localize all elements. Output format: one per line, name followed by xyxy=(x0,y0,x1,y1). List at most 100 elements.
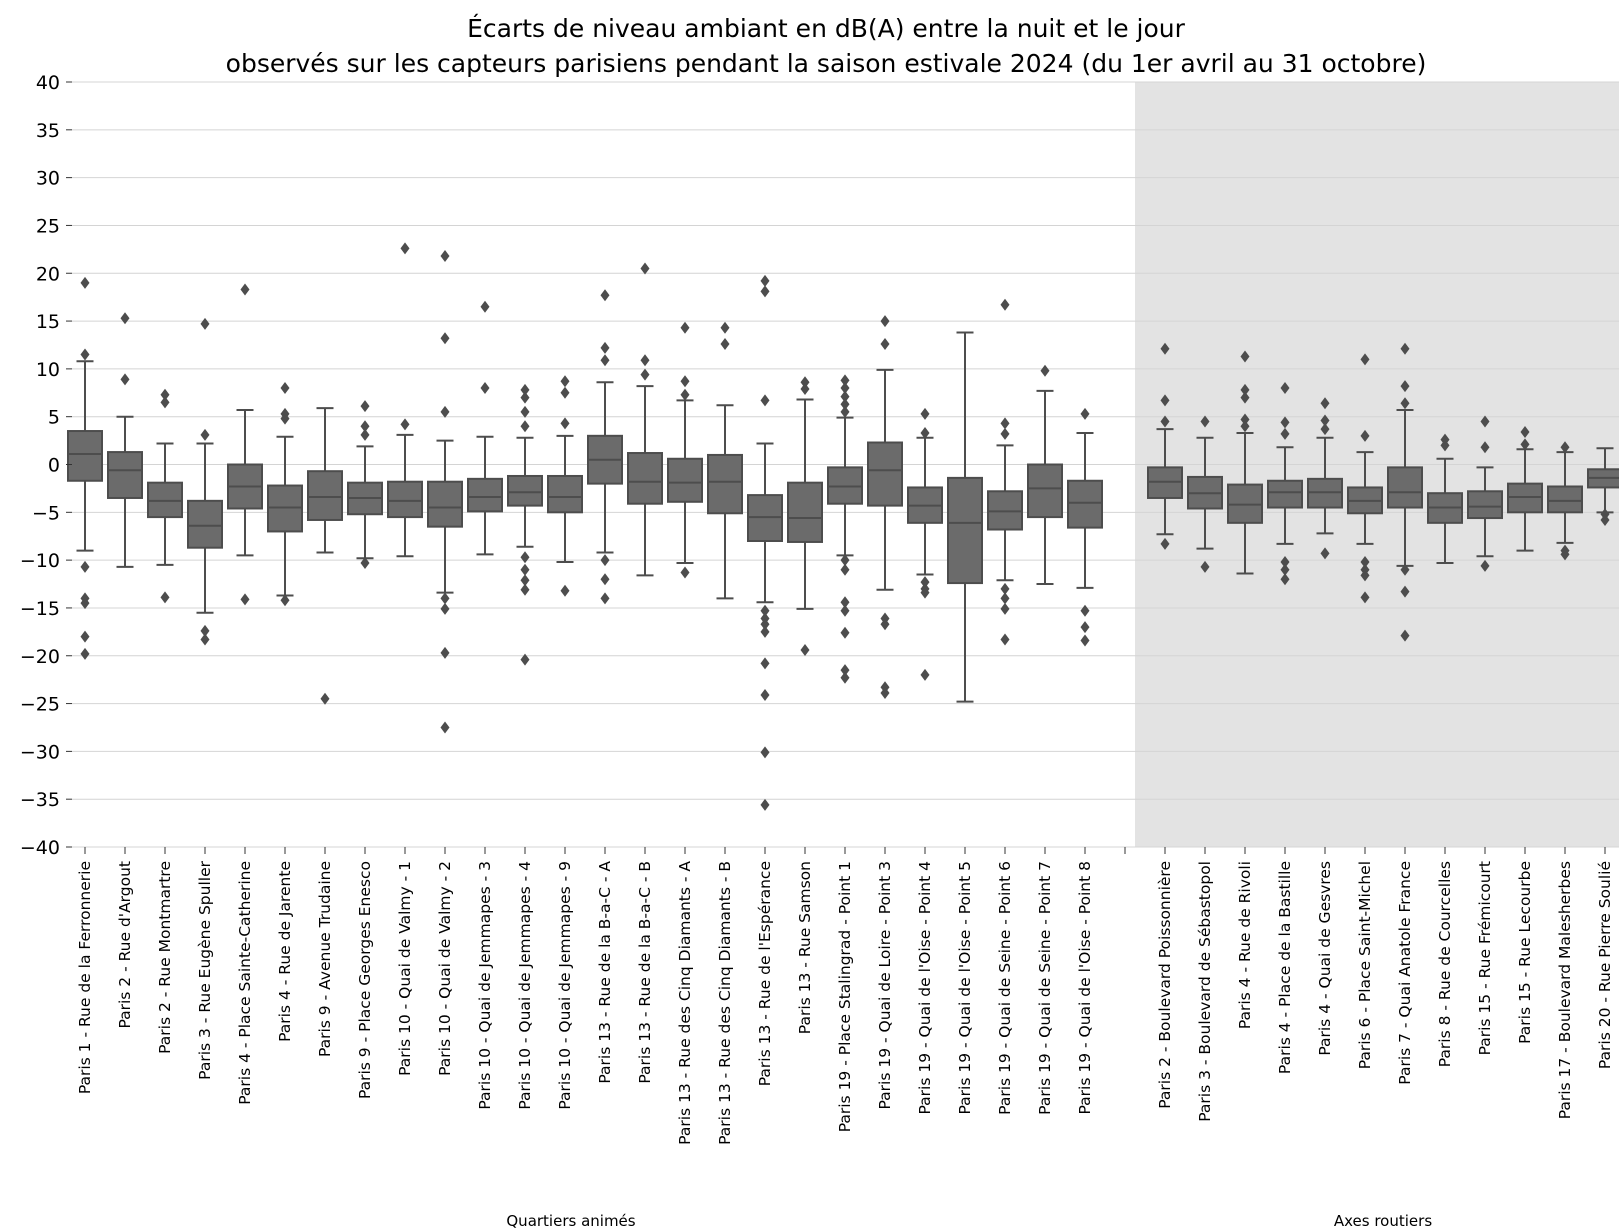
box-paris-15-rue-fremicourt xyxy=(1467,415,1503,572)
outlier-point xyxy=(360,556,370,569)
outlier-point xyxy=(1400,342,1410,355)
outlier-point xyxy=(1560,441,1570,454)
outlier-point xyxy=(120,373,130,386)
outlier-point xyxy=(1160,394,1170,407)
box-iqr xyxy=(427,480,463,528)
y-tick-label: 0 xyxy=(48,455,60,477)
outlier-point xyxy=(440,646,450,659)
outlier-point xyxy=(880,338,890,351)
box-paris-10-quai-de-jemmapes-9 xyxy=(547,375,583,597)
outlier-point xyxy=(280,382,290,394)
box-iqr xyxy=(867,441,903,507)
box-paris-13-rue-de-la-b-a-c-a xyxy=(587,289,623,605)
outlier-point xyxy=(80,647,90,660)
outlier-point xyxy=(920,668,930,681)
outlier-point xyxy=(80,560,90,573)
outlier-point xyxy=(640,262,650,275)
outlier-point xyxy=(680,388,690,401)
box-paris-17-boulevard-malesherbes xyxy=(1547,441,1583,561)
box-paris-13-rue-de-la-b-a-c-b xyxy=(627,262,663,577)
x-tick-label: Paris 10 - Quai de Valmy - 1 xyxy=(396,861,414,1076)
outlier-point xyxy=(840,604,850,617)
outlier-point xyxy=(840,374,850,387)
outlier-point xyxy=(840,382,850,394)
outlier-point xyxy=(840,626,850,639)
x-tick-label: Paris 9 - Avenue Trudaine xyxy=(316,861,334,1057)
box-paris-10-quai-de-valmy-1 xyxy=(387,242,423,558)
box-iqr xyxy=(947,476,983,585)
outlier-point xyxy=(760,657,770,670)
box-iqr xyxy=(547,474,583,514)
y-tick-label: 40 xyxy=(36,72,60,94)
box-iqr xyxy=(1067,479,1103,529)
box-paris-13-rue-des-cinq-diamants-a xyxy=(667,321,703,579)
outlier-point xyxy=(1280,416,1290,429)
outlier-point xyxy=(1440,439,1450,452)
outlier-point xyxy=(840,398,850,411)
outlier-point xyxy=(80,597,90,610)
outlier-point xyxy=(1320,414,1330,427)
box-paris-3-rue-eugene-spuller xyxy=(187,317,223,646)
box-paris-20-rue-pierre-soulie xyxy=(1587,447,1619,526)
x-tick-label: Paris 13 - Rue Samson xyxy=(796,861,814,1034)
box-paris-3-boulevard-de-sebastopol xyxy=(1187,415,1223,573)
outlier-point xyxy=(1280,382,1290,394)
outlier-point xyxy=(600,554,610,567)
x-tick-label: Paris 19 - Quai de Seine - Point 6 xyxy=(996,861,1014,1115)
outlier-point xyxy=(1080,634,1090,647)
y-tick-label: −40 xyxy=(20,837,60,859)
outlier-point xyxy=(840,671,850,684)
outlier-point xyxy=(1280,427,1290,440)
y-axis: 40 35 30 25 20 15 10 5 0 −5 −10 −15 −20 −25 −30 −35 −40 xyxy=(20,72,72,859)
outlier-point xyxy=(880,315,890,328)
outlier-point xyxy=(160,388,170,401)
outlier-point xyxy=(1000,582,1010,595)
outlier-point xyxy=(760,625,770,638)
outlier-point xyxy=(880,687,890,700)
outlier-point xyxy=(680,321,690,334)
outlier-point xyxy=(840,554,850,567)
outlier-point xyxy=(760,746,770,759)
outlier-point xyxy=(520,551,530,564)
outlier-point xyxy=(840,390,850,403)
outlier-point xyxy=(640,354,650,367)
outlier-point xyxy=(160,591,170,604)
outlier-point xyxy=(1360,569,1370,582)
y-tick-label: 30 xyxy=(36,168,60,190)
outlier-point xyxy=(760,798,770,811)
outlier-point xyxy=(920,586,930,599)
outlier-point xyxy=(1240,350,1250,363)
box-paris-4-place-de-la-bastille xyxy=(1267,382,1303,586)
outlier-point xyxy=(80,630,90,643)
chart-title-line2: observés sur les capteurs parisiens pend… xyxy=(226,49,1427,78)
box-paris-4-place-sainte-catherine xyxy=(227,283,263,606)
outlier-point xyxy=(1200,415,1210,428)
outlier-point xyxy=(1280,563,1290,576)
box-paris-10-quai-de-jemmapes-4 xyxy=(507,383,543,666)
outlier-point xyxy=(1000,592,1010,605)
box-paris-19-quai-de-l-oise-point-4 xyxy=(907,407,943,681)
x-axis: Paris 1 - Rue de la Ferronnerie Paris 2 -… xyxy=(76,847,1614,1145)
box-paris-9-place-georges-enesco xyxy=(347,400,383,569)
outlier-point xyxy=(320,692,330,705)
outlier-point xyxy=(1400,563,1410,576)
box-paris-13-rue-samson xyxy=(787,376,823,657)
x-tick-label: Paris 6 - Place Saint-Michel xyxy=(1356,861,1374,1069)
outlier-point xyxy=(600,289,610,302)
y-tick-label: −10 xyxy=(20,550,60,572)
outlier-point xyxy=(640,368,650,381)
outlier-point xyxy=(600,341,610,354)
outlier-point xyxy=(760,688,770,701)
outlier-point xyxy=(1240,383,1250,396)
y-tick-label: −20 xyxy=(20,646,60,668)
outlier-point xyxy=(560,375,570,388)
box-paris-13-rue-des-cinq-diamants-b xyxy=(707,321,743,600)
outlier-point xyxy=(680,566,690,579)
x-tick-label: Paris 10 - Quai de Jemmapes - 4 xyxy=(516,861,534,1110)
x-tick-label: Paris 20 - Rue Pierre Soulié xyxy=(1596,861,1614,1069)
box-paris-10-quai-de-valmy-2 xyxy=(427,250,463,734)
outlier-point xyxy=(760,274,770,287)
outlier-point xyxy=(1400,397,1410,410)
outlier-point xyxy=(1240,413,1250,426)
outlier-point xyxy=(800,644,810,657)
